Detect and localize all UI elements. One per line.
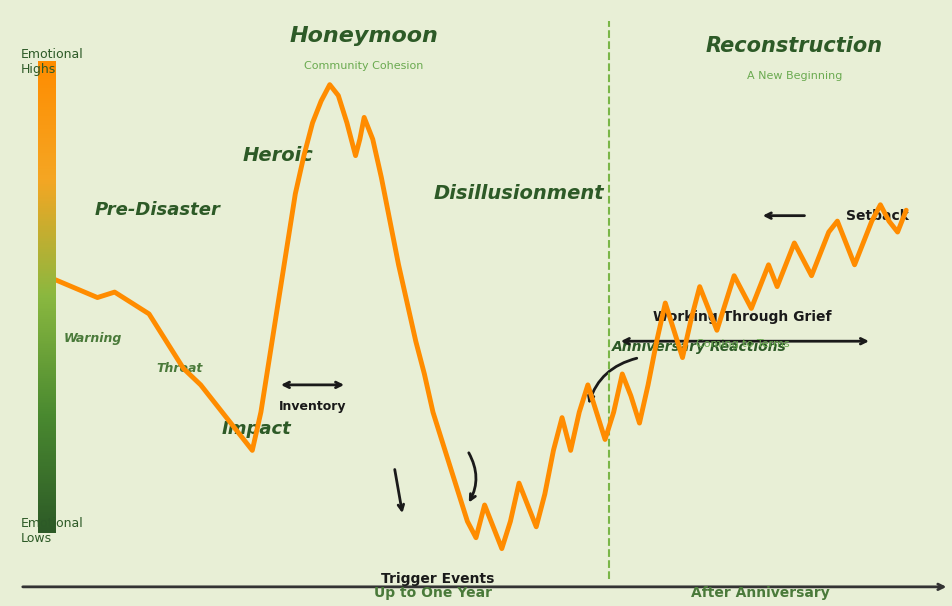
Text: A New Beginning: A New Beginning	[746, 72, 842, 81]
Text: Impact: Impact	[222, 419, 291, 438]
Text: Working Through Grief: Working Through Grief	[653, 310, 832, 324]
Text: After Anniversary: After Anniversary	[690, 587, 829, 601]
Text: Trigger Events: Trigger Events	[381, 571, 494, 585]
Text: Community Cohesion: Community Cohesion	[305, 61, 424, 70]
Text: Reconstruction: Reconstruction	[705, 36, 883, 56]
Text: Emotional
Highs: Emotional Highs	[21, 48, 84, 76]
Text: Inventory: Inventory	[279, 400, 347, 413]
Text: Heroic: Heroic	[243, 146, 313, 165]
Text: Warning: Warning	[64, 332, 122, 345]
Text: Honeymoon: Honeymoon	[289, 25, 439, 45]
Text: Emotional
Lows: Emotional Lows	[21, 518, 84, 545]
Text: Setback: Setback	[846, 208, 909, 222]
Text: Up to One Year: Up to One Year	[374, 587, 492, 601]
Text: Anniversary Reactions: Anniversary Reactions	[612, 340, 787, 354]
Text: Disillusionment: Disillusionment	[434, 184, 605, 204]
Text: Threat: Threat	[156, 362, 203, 375]
Text: Coming to Terms: Coming to Terms	[696, 339, 789, 349]
Text: Pre-Disaster: Pre-Disaster	[94, 201, 221, 219]
